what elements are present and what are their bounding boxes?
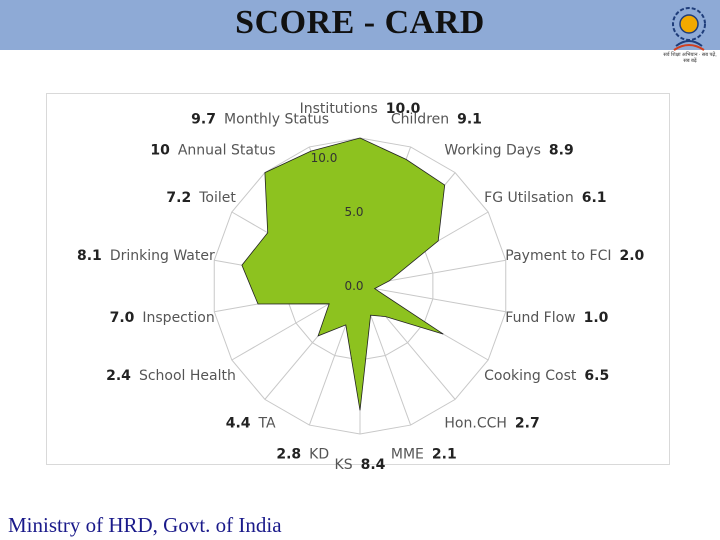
data-area — [241, 137, 446, 411]
axis-label-drinking-water: 8.1 Drinking Water — [77, 248, 215, 264]
axis-label-cooking-cost: Cooking Cost 6.5 — [484, 368, 609, 384]
logo-caption: सर्व शिक्षा अभियान · सब पढ़ें, सब बढ़ें — [663, 52, 717, 64]
axis-label-working-days: Working Days 8.9 — [444, 143, 573, 159]
axis-label-hon-cch: Hon.CCH 2.7 — [444, 415, 539, 431]
axis-label-toilet: 7.2 Toilet — [166, 190, 236, 206]
axis-name: Toilet — [198, 190, 236, 206]
axis-name: KD — [309, 446, 329, 462]
axis-value: 2.8 — [276, 446, 301, 462]
axis-name: Drinking Water — [110, 248, 215, 264]
axis-label-school-health: 2.4 School Health — [106, 368, 236, 384]
axis-label-fund-flow: Fund Flow 1.0 — [505, 310, 608, 326]
emblem-icon — [672, 7, 706, 51]
axis-name: Hon.CCH — [444, 415, 507, 431]
axis-value: 4.4 — [226, 415, 251, 431]
axis-name: Payment to FCI — [505, 248, 611, 264]
axis-label-annual-status: 10 Annual Status — [150, 143, 275, 159]
radar-area — [241, 137, 446, 411]
footer-text: Ministry of HRD, Govt. of India — [8, 513, 282, 537]
axis-value: 1.0 — [584, 310, 609, 326]
axis-name: Working Days — [444, 143, 541, 159]
tick-label: 5.0 — [344, 205, 363, 219]
axis-name: Institutions — [300, 101, 378, 117]
axis-label-mme: MME 2.1 — [391, 446, 457, 462]
axis-value: 7.2 — [166, 190, 191, 206]
radar-ticks: 0.0 5.0 10.0 — [311, 151, 364, 293]
axis-name: Children — [391, 112, 449, 128]
axis-value: 9.7 — [191, 112, 216, 128]
axis-value: 9.1 — [457, 112, 482, 128]
tick-label: 10.0 — [311, 151, 338, 165]
axis-value: 2.0 — [619, 248, 644, 264]
axis-name: Inspection — [142, 310, 214, 326]
axis-value: 2.1 — [432, 446, 457, 462]
axis-value: 6.5 — [584, 368, 609, 384]
axis-name: MME — [391, 446, 424, 462]
chart-frame — [46, 93, 670, 465]
axis-label-monthly-status: 9.7 Monthly Status — [191, 112, 329, 128]
axis-name: School Health — [139, 368, 236, 384]
axis-value: 8.1 — [77, 248, 102, 264]
axis-label-fg-utilsation: FG Utilsation 6.1 — [484, 190, 606, 206]
axis-label-children: Children 9.1 — [391, 112, 482, 128]
axis-value: 10.0 — [386, 101, 421, 117]
axis-value: 8.9 — [549, 143, 574, 159]
axis-value: 2.7 — [515, 415, 540, 431]
axis-label-institutions: Institutions 10.0 — [300, 101, 421, 117]
axis-name: Cooking Cost — [484, 368, 577, 384]
tick-label: 0.0 — [344, 279, 363, 293]
axis-name: TA — [258, 415, 276, 431]
page-title: SCORE - CARD — [235, 4, 485, 41]
axis-value: 10 — [150, 143, 170, 159]
axis-name: KS — [335, 457, 353, 473]
axis-label-ks: KS 8.4 — [335, 457, 386, 473]
axis-name: Fund Flow — [505, 310, 575, 326]
axis-value: 6.1 — [582, 190, 607, 206]
axis-name: Monthly Status — [224, 112, 329, 128]
axis-label-payment-to-fci: Payment to FCI 2.0 — [505, 248, 644, 264]
axis-value: 7.0 — [110, 310, 135, 326]
axis-label-inspection: 7.0 Inspection — [110, 310, 215, 326]
axis-value: 2.4 — [106, 368, 131, 384]
axis-label-kd: 2.8 KD — [276, 446, 329, 462]
axis-value: 8.4 — [361, 457, 386, 473]
spoke-fund-flow — [359, 285, 506, 313]
axis-name: Annual Status — [178, 143, 276, 159]
title-bar — [0, 0, 720, 50]
axis-label-ta: 4.4 TA — [226, 415, 276, 431]
axis-name: FG Utilsation — [484, 190, 574, 206]
